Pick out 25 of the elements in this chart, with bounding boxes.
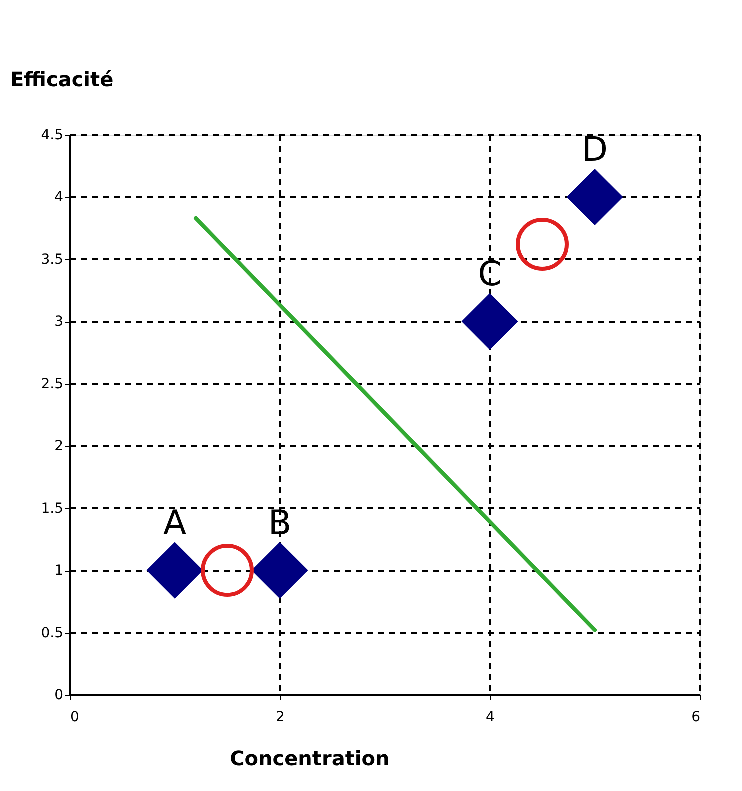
point: [462, 293, 518, 350]
point: [252, 542, 308, 599]
y-tick-label: 1: [54, 563, 64, 580]
point: [146, 542, 204, 599]
annotation: A: [163, 504, 187, 544]
y-tick-label: 2.5: [41, 376, 64, 392]
y-tick-label: 2: [54, 438, 64, 455]
x-axis-title: Concentration: [230, 746, 390, 770]
y-tick-label: 4.5: [41, 128, 64, 144]
x-tick-label: 6: [692, 710, 701, 726]
y-axis-title: Efficacité: [10, 68, 114, 92]
point: [201, 544, 254, 597]
annotation: D: [582, 130, 608, 170]
y-tick-label: 1.5: [41, 500, 64, 517]
point: [566, 168, 624, 226]
y-tick-label: 4: [54, 190, 64, 206]
y-tick-label: 0: [54, 688, 64, 704]
y-tick-label: 3.5: [41, 252, 64, 268]
x-tick-label: 2: [276, 710, 285, 726]
annotation: C: [478, 254, 502, 295]
x-tick-label: 4: [486, 710, 496, 726]
point: [516, 218, 569, 271]
x-tick-label: 0: [70, 710, 80, 726]
y-tick-label: 0.5: [41, 625, 64, 642]
y-tick-label: 3: [54, 314, 64, 330]
